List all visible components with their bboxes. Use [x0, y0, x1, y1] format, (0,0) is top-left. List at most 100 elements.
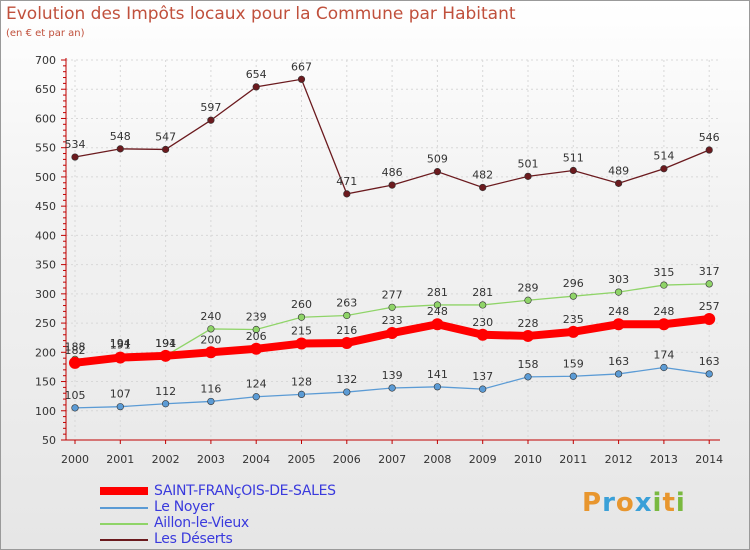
- series-1-data-label: 277: [382, 288, 403, 301]
- series-2-point: [69, 356, 81, 369]
- series-1-point: [297, 313, 306, 321]
- series-3-point: [252, 393, 260, 401]
- series-0-point: [207, 116, 215, 124]
- series-0-data-label: 509: [427, 153, 448, 166]
- series-3-data-label: 112: [155, 385, 176, 398]
- series-2-data-label: 248: [653, 305, 674, 318]
- logo-letter: i: [652, 488, 663, 518]
- x-tick-label: 2007: [378, 453, 406, 466]
- series-0-data-label: 547: [155, 130, 176, 143]
- y-tick-label: 650: [35, 83, 56, 96]
- y-tick-label: 150: [35, 376, 56, 389]
- series-1-point: [207, 325, 215, 333]
- logo-letter: x: [634, 488, 653, 518]
- logo-letter: r: [602, 488, 616, 518]
- series-2-point: [386, 327, 399, 340]
- y-tick-label: 100: [35, 405, 56, 418]
- logo-letter: i: [675, 488, 686, 518]
- series-1-data-label: 315: [653, 266, 674, 279]
- x-tick-label: 2010: [514, 453, 542, 466]
- series-2-data-label: 216: [336, 324, 357, 337]
- proxiti-logo: Proxiti: [582, 488, 686, 518]
- legend-label-les-deserts: Les Déserts: [154, 531, 233, 547]
- series-0-point: [116, 145, 124, 153]
- series-1-data-label: 194: [110, 337, 131, 350]
- series-0-point: [479, 183, 487, 192]
- series-2-point: [431, 318, 444, 331]
- series-3-point: [162, 400, 170, 408]
- series-2-data-label: 233: [382, 314, 403, 327]
- series-0-point: [660, 165, 668, 173]
- series-0-data-label: 534: [65, 138, 86, 151]
- series-1-data-label: 317: [699, 265, 720, 278]
- series-2-data-label: 230: [472, 316, 493, 329]
- series-2-point: [159, 349, 172, 362]
- series-3-data-label: 124: [246, 378, 267, 391]
- series-3-data-label: 174: [653, 349, 674, 362]
- legend-label-le-noyer: Le Noyer: [154, 499, 214, 515]
- series-2-data-label: 248: [608, 305, 629, 318]
- series-3-data-label: 158: [518, 358, 539, 371]
- series-2-point: [204, 346, 217, 359]
- series-0-data-label: 667: [291, 60, 312, 73]
- series-0-data-label: 511: [563, 151, 584, 164]
- series-0-data-label: 486: [382, 166, 403, 179]
- series-1-data-label: 289: [518, 281, 539, 294]
- legend-label-aillon: Aillon-le-Vieux: [154, 515, 249, 531]
- chart-subtitle: (en € et par an): [6, 28, 85, 39]
- series-3-data-label: 139: [382, 369, 403, 382]
- series-0-point: [524, 172, 532, 180]
- series-3-point: [116, 403, 124, 411]
- series-2-point: [657, 318, 670, 331]
- x-tick-label: 2009: [469, 453, 497, 466]
- series-3-data-label: 163: [699, 355, 720, 368]
- series-1-point: [343, 311, 351, 320]
- series-2-data-label: 206: [246, 330, 267, 343]
- series-0-data-label: 548: [110, 130, 131, 143]
- legend-swatch-le-noyer: [100, 507, 148, 509]
- series-3-data-label: 128: [291, 375, 312, 388]
- series-2-data-label: 257: [699, 300, 720, 313]
- series-3-data-label: 159: [563, 357, 584, 370]
- x-tick-label: 2011: [559, 453, 587, 466]
- series-1-data-label: 240: [200, 310, 221, 323]
- series-3-point: [705, 370, 713, 378]
- series-0-data-label: 597: [200, 101, 221, 114]
- y-tick-label: 450: [35, 200, 56, 213]
- series-2-point: [612, 318, 625, 331]
- x-tick-label: 2001: [106, 453, 134, 466]
- series-1-data-label: 260: [291, 298, 312, 311]
- series-3-point: [388, 384, 396, 392]
- series-3-data-label: 132: [336, 373, 357, 386]
- series-1-data-label: 263: [336, 296, 357, 309]
- series-3-point: [71, 404, 79, 412]
- series-0-data-label: 514: [653, 150, 674, 163]
- series-2-data-label: 191: [110, 339, 131, 352]
- series-3-data-label: 141: [427, 368, 448, 381]
- series-1-data-label: 281: [472, 286, 493, 299]
- x-tick-label: 2002: [152, 453, 180, 466]
- series-0-point: [614, 179, 623, 187]
- series-3-data-label: 163: [608, 355, 629, 368]
- y-tick-label: 50: [42, 434, 56, 447]
- series-0-data-label: 501: [518, 157, 539, 170]
- series-2-point: [250, 342, 263, 355]
- series-2-point: [567, 325, 580, 338]
- series-0-data-label: 489: [608, 164, 629, 177]
- logo-letter: P: [582, 488, 603, 518]
- series-2-point: [522, 329, 534, 342]
- series-0-point: [705, 146, 713, 154]
- series-0-point: [162, 145, 170, 154]
- x-tick-label: 2000: [61, 453, 89, 466]
- series-0-point: [252, 83, 260, 91]
- x-tick-label: 2004: [242, 453, 270, 466]
- x-tick-label: 2005: [288, 453, 316, 466]
- series-3-point: [524, 373, 532, 381]
- series-1-data-label: 239: [246, 311, 267, 324]
- y-tick-label: 300: [35, 288, 56, 301]
- x-tick-label: 2003: [197, 453, 225, 466]
- series-1-data-label: 303: [608, 273, 629, 286]
- x-tick-label: 2014: [695, 453, 723, 466]
